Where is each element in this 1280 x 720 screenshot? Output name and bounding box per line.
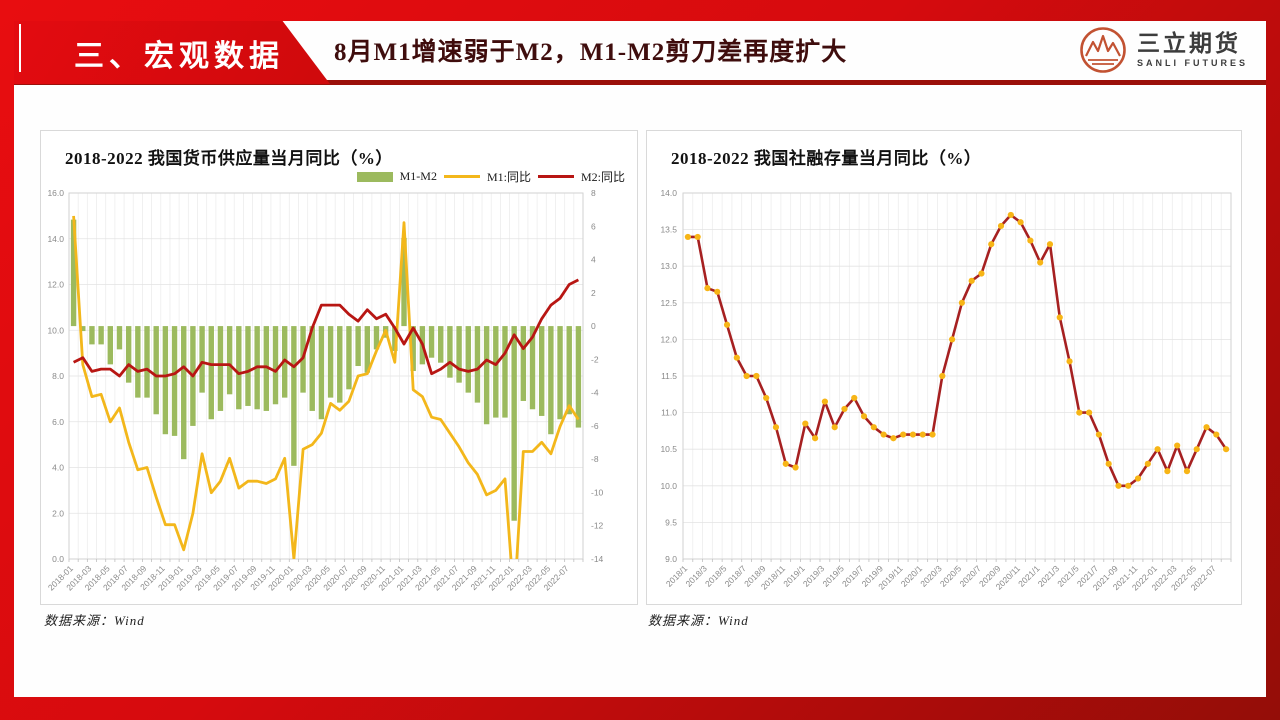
svg-text:16.0: 16.0 [47, 188, 64, 198]
logo-name: 三立期货 [1137, 30, 1241, 56]
tab-accent-line [19, 24, 21, 72]
logo-subtitle: SANLI FUTURES [1137, 57, 1248, 68]
social-financing-chart-panel: 2018-2022 我国社融存量当月同比（%） 9.0 9.5 10.0 10.5 11… [646, 130, 1242, 605]
legend-swatch-m2 [537, 175, 574, 178]
social-financing-chart: 9.0 9.5 10.0 10.5 11.0 11.5 12.0 12.5 13.0 13.5 14… [660, 188, 1232, 592]
header-underline [14, 80, 1266, 85]
svg-text:11.0: 11.0 [661, 408, 677, 418]
svg-text:2: 2 [591, 288, 596, 298]
money-supply-chart-panel: 2018-2022 我国货币供应量当月同比（%） M1-M2 M1:同比 M2:… [40, 130, 638, 605]
legend-swatch-m1-m2 [356, 171, 393, 182]
svg-text:-12: -12 [591, 521, 604, 531]
svg-text:12.0: 12.0 [47, 280, 64, 290]
section-tab: 三、宏观数据 [14, 21, 330, 84]
svg-text:12.0: 12.0 [660, 334, 677, 344]
logo-text: 三立期货 SANLI FUTURES [1137, 30, 1248, 69]
svg-text:6.0: 6.0 [52, 417, 64, 427]
svg-text:11.5: 11.5 [661, 371, 677, 381]
legend-swatch-m1 [443, 175, 480, 178]
legend-label-m1-m2: M1-M2 [399, 169, 437, 183]
svg-text:10.5: 10.5 [660, 444, 677, 454]
svg-text:-10: -10 [591, 487, 604, 497]
left-chart-legend: M1-M2 M1:同比 M2:同比 [356, 168, 625, 185]
svg-text:10.0: 10.0 [47, 325, 64, 335]
svg-text:8.0: 8.0 [52, 371, 64, 381]
left-chart-title: 2018-2022 我国货币供应量当月同比（%） [65, 149, 393, 168]
svg-text:13.0: 13.0 [660, 261, 677, 271]
svg-text:-4: -4 [591, 388, 599, 398]
svg-text:0.0: 0.0 [52, 554, 64, 564]
section-label: 三、宏观数据 [74, 40, 284, 73]
svg-text:10.0: 10.0 [660, 481, 677, 491]
money-supply-chart: 0.0 2.0 4.0 6.0 8.0 10.0 12.0 14.0 16.0 -14 -12 -10… [46, 188, 604, 592]
svg-text:0: 0 [591, 321, 596, 331]
left-data-source: 数据来源：Wind [44, 613, 145, 628]
svg-text:4: 4 [591, 255, 596, 265]
legend-label-m2: M2:同比 [580, 170, 625, 184]
svg-text:-14: -14 [591, 554, 604, 564]
right-data-source: 数据来源：Wind [648, 613, 749, 628]
svg-text:9.5: 9.5 [665, 517, 677, 527]
mountain-circle-icon [1080, 27, 1126, 73]
svg-text:4.0: 4.0 [52, 463, 64, 473]
svg-text:9.0: 9.0 [665, 554, 677, 564]
svg-text:14.0: 14.0 [660, 188, 677, 198]
company-logo: 三立期货 SANLI FUTURES [1079, 26, 1248, 74]
svg-text:13.5: 13.5 [660, 225, 677, 235]
slide-title: 8月M1增速弱于M2，M1-M2剪刀差再度扩大 [334, 39, 848, 66]
svg-text:-6: -6 [591, 421, 599, 431]
svg-text:8: 8 [591, 188, 596, 198]
svg-text:2.0: 2.0 [52, 508, 64, 518]
svg-text:14.0: 14.0 [47, 234, 64, 244]
right-chart-title: 2018-2022 我国社融存量当月同比（%） [671, 149, 982, 168]
svg-text:12.5: 12.5 [660, 298, 677, 308]
svg-text:-2: -2 [591, 354, 599, 364]
svg-text:6: 6 [591, 221, 596, 231]
legend-label-m1: M1:同比 [486, 170, 531, 184]
svg-text:-8: -8 [591, 454, 599, 464]
